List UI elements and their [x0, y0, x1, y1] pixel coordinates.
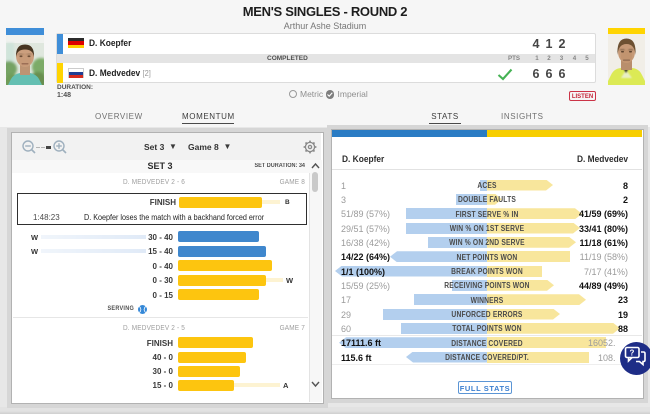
svg-text:?: ? — [630, 349, 635, 358]
